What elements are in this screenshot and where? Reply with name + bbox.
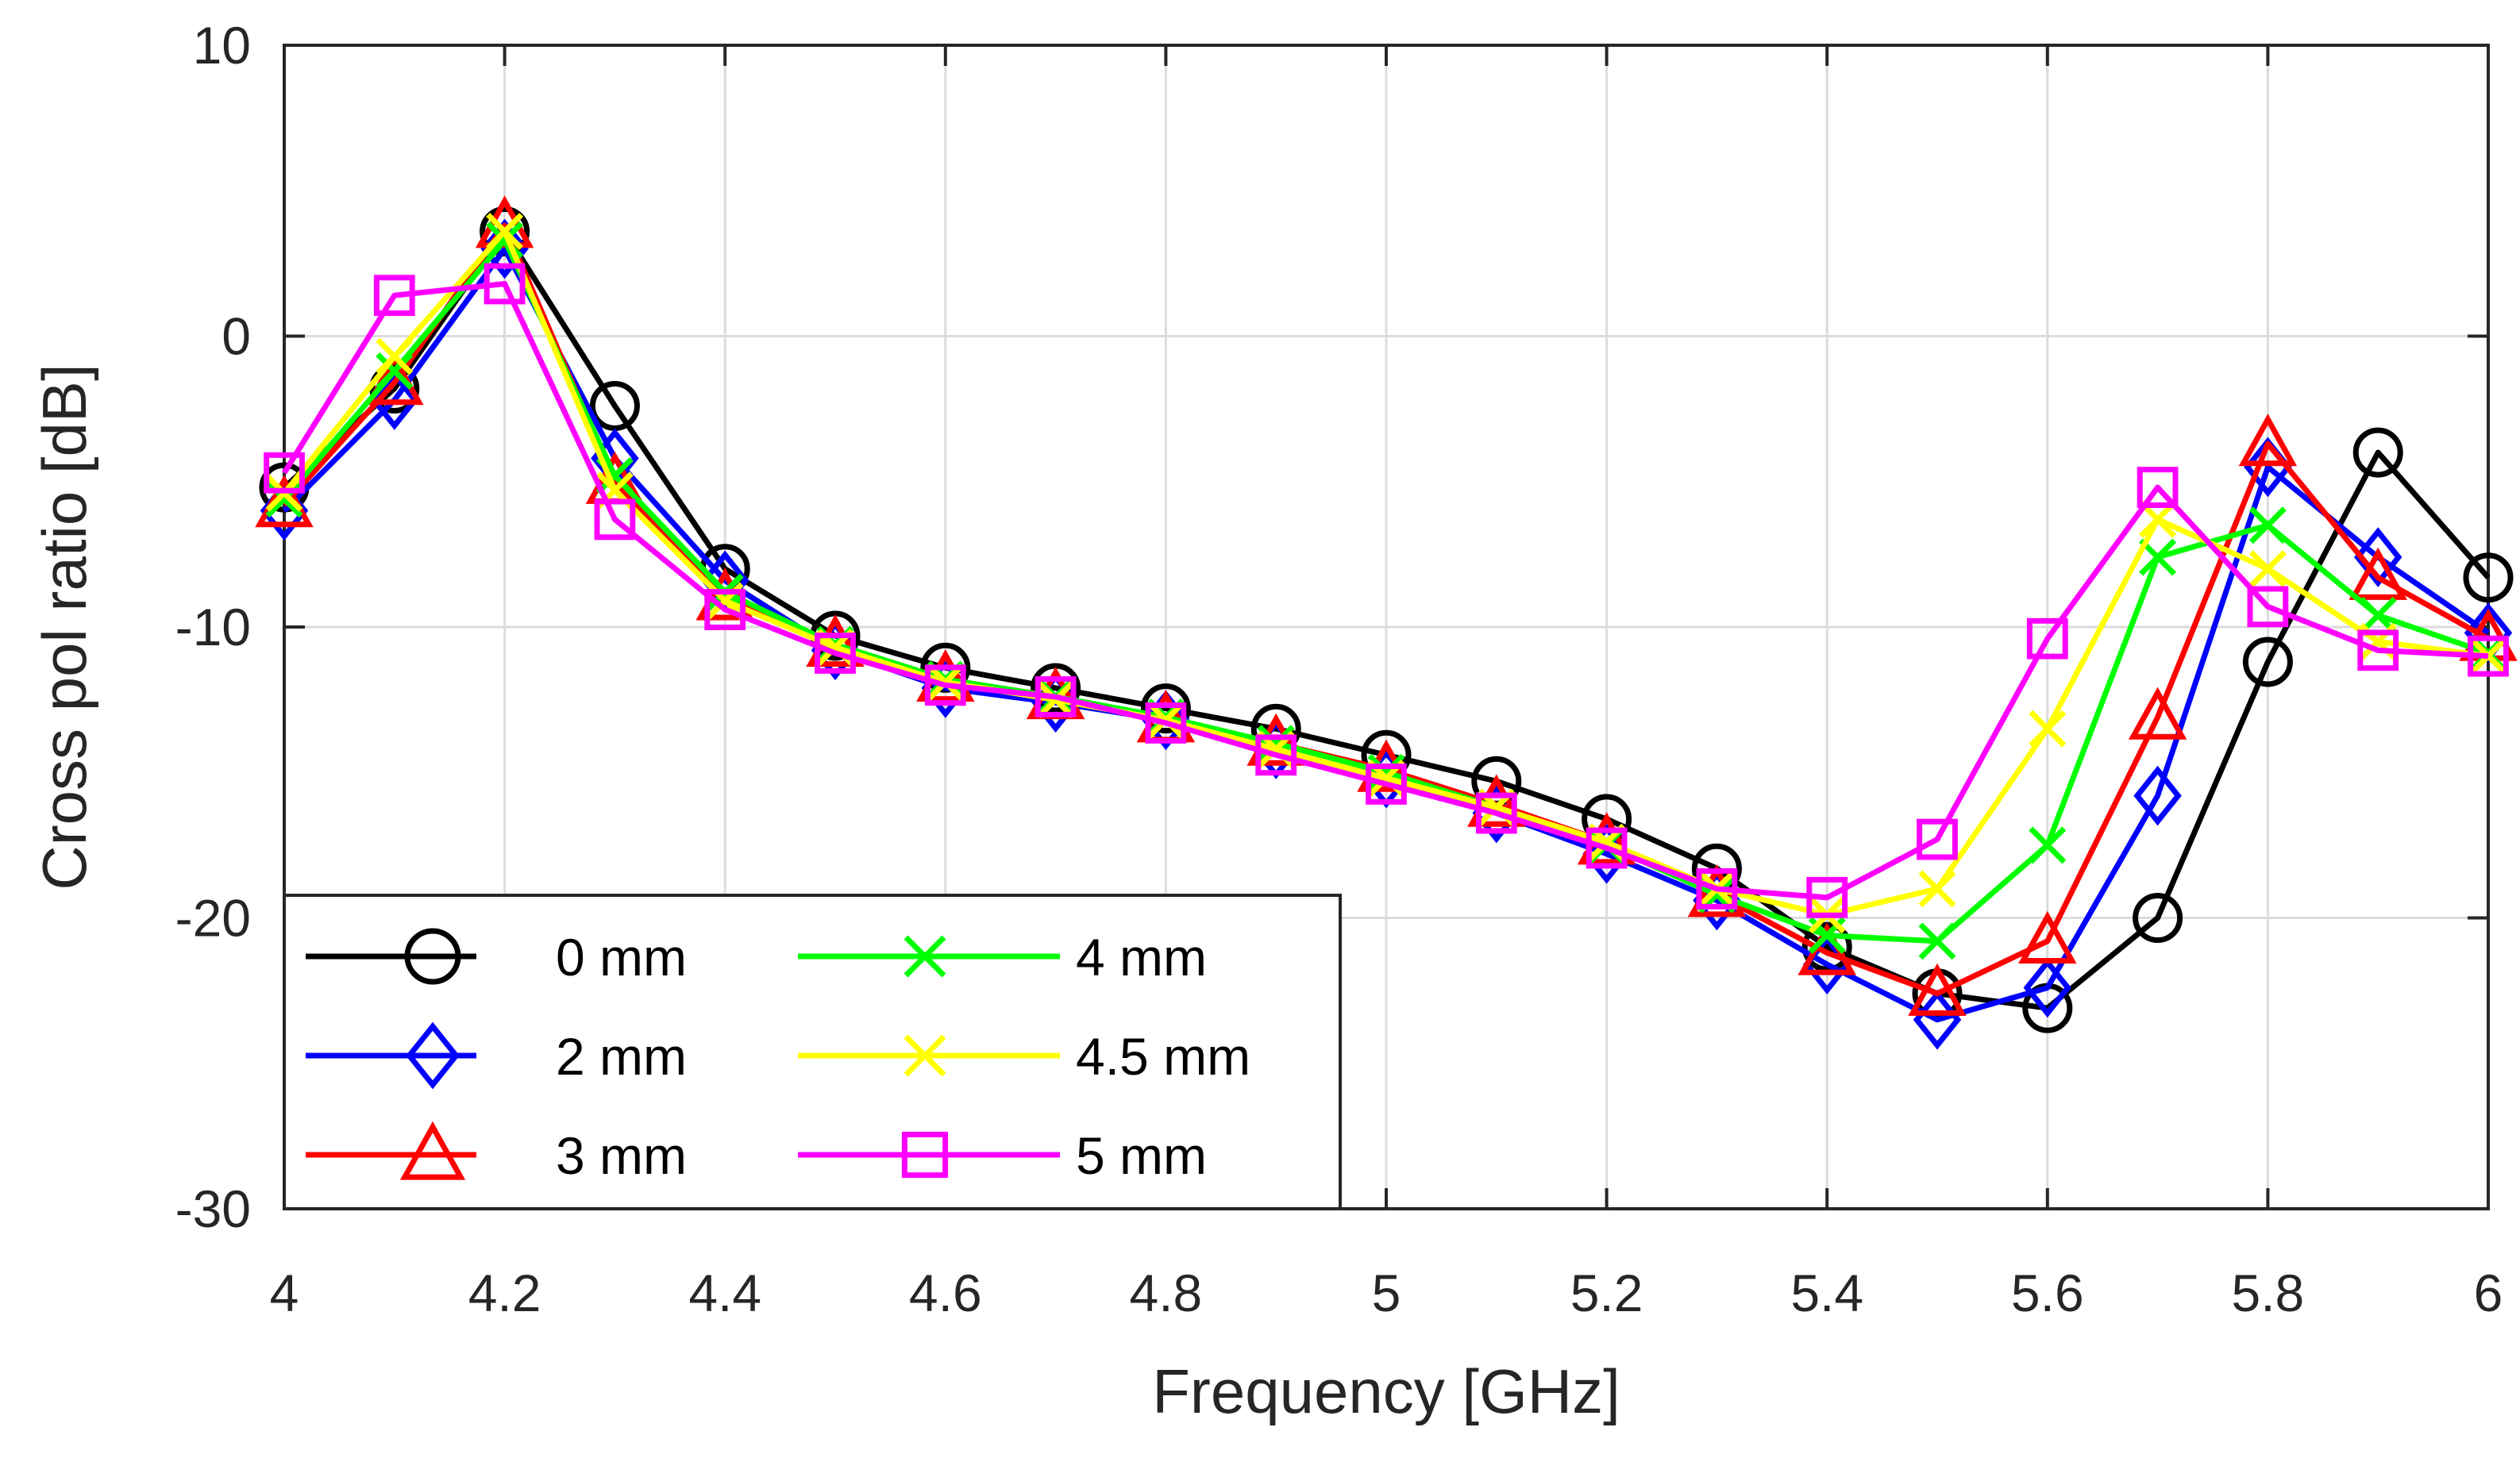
data-point (2349, 547, 2407, 600)
data-point (1696, 867, 1738, 910)
data-point (1031, 663, 1081, 714)
data-point (1035, 676, 1077, 717)
x-tick-label: 4.6 (909, 1264, 982, 1322)
series-layer (255, 195, 2518, 1050)
series-line (282, 281, 2489, 901)
legend-entry: 4.5 mm (798, 1027, 1250, 1086)
series-5-mmmm (264, 263, 2509, 918)
data-point (1145, 702, 1187, 744)
data-point (1908, 963, 1967, 1016)
legend-marker (404, 928, 461, 985)
x-axis-label: Frequency [GHz] (1152, 1356, 1620, 1426)
data-point (1918, 922, 1956, 960)
data-point (1917, 818, 1958, 860)
y-tick-label: -20 (175, 889, 251, 948)
data-point (704, 589, 746, 630)
legend-marker (901, 1131, 949, 1179)
data-point (2139, 500, 2177, 538)
legend-entry: 3 mm (306, 1121, 687, 1185)
data-point (589, 380, 640, 431)
legend-marker (399, 1121, 466, 1180)
data-point (1146, 701, 1185, 739)
data-point (1586, 827, 1628, 869)
data-point (2238, 414, 2298, 467)
y-tick-label: 0 (222, 307, 251, 366)
data-point (1140, 683, 1191, 734)
data-point (1918, 870, 1956, 908)
data-point (2352, 427, 2403, 478)
legend-entry: 0 mm (306, 928, 687, 987)
data-point (484, 263, 526, 305)
legend: 0 mm 2 mm 3 mm 4 mm 4.5 mm 5 mm (283, 894, 1342, 1210)
data-point (2463, 552, 2514, 603)
y-tick-label: -10 (175, 598, 251, 656)
data-point (2357, 629, 2399, 671)
data-point (2133, 893, 2183, 943)
legend-label: 0 mm (556, 928, 687, 987)
data-point (815, 633, 856, 674)
data-point (486, 213, 524, 251)
legend-marker (904, 935, 946, 978)
data-point (2242, 637, 2293, 687)
legend-label: 2 mm (556, 1027, 687, 1086)
data-point (2133, 765, 2182, 826)
x-tick-label: 5.6 (2011, 1264, 2084, 1322)
axis-ticks: 4 4.2 4.4 4.6 4.8 5 5.2 5.4 5.6 5.8 6 10 0 -10 -20 -30 (175, 16, 2503, 1322)
data-point (2247, 586, 2289, 628)
data-point (1037, 681, 1075, 719)
y-axis-label: Cross pol ratio [dB] (29, 364, 99, 890)
data-point (2029, 710, 2067, 748)
data-point (2026, 617, 2068, 660)
data-point (264, 452, 305, 494)
x-tick-label: 5.4 (1790, 1264, 1863, 1322)
data-point (927, 664, 965, 702)
data-point (376, 337, 414, 375)
x-tick-label: 4.4 (688, 1264, 761, 1322)
data-point (2359, 596, 2397, 634)
x-tick-label: 5.8 (2232, 1264, 2305, 1322)
legend-label: 4.5 mm (1076, 1027, 1250, 1086)
legend-label: 4 mm (1076, 928, 1207, 987)
data-point (2248, 506, 2287, 544)
legend-entry: 5 mm (798, 1126, 1207, 1185)
data-point (2468, 635, 2509, 677)
x-tick-label: 6 (2474, 1264, 2503, 1322)
legend-marker (904, 1034, 946, 1077)
legend-label: 5 mm (1076, 1126, 1207, 1185)
legend-entry: 4 mm (798, 928, 1207, 987)
x-tick-label: 5 (1372, 1264, 1401, 1322)
data-point (2128, 687, 2187, 740)
data-point (2018, 910, 2077, 964)
legend-marker (406, 1021, 460, 1090)
x-tick-label: 4.2 (468, 1264, 541, 1322)
data-point (370, 370, 419, 430)
data-point (1366, 764, 1407, 805)
data-point (373, 275, 415, 317)
data-point (376, 352, 414, 390)
data-point (594, 498, 636, 540)
x-tick-label: 4 (270, 1264, 299, 1322)
data-point (1475, 792, 1517, 834)
data-point (2029, 826, 2067, 864)
legend-label: 3 mm (556, 1126, 687, 1185)
data-point (2248, 550, 2287, 588)
data-point (2353, 527, 2402, 587)
data-point (924, 664, 966, 706)
legend-entry: 2 mm (306, 1021, 687, 1090)
y-tick-label: 10 (193, 16, 251, 75)
data-point (1806, 876, 1848, 918)
data-point (2023, 957, 2072, 1018)
data-point (1142, 690, 1190, 751)
data-point (2137, 467, 2179, 508)
y-tick-label: -30 (175, 1179, 251, 1238)
x-tick-label: 5.2 (1570, 1264, 1643, 1322)
x-tick-label: 4.8 (1130, 1264, 1203, 1322)
data-point (1255, 734, 1297, 776)
